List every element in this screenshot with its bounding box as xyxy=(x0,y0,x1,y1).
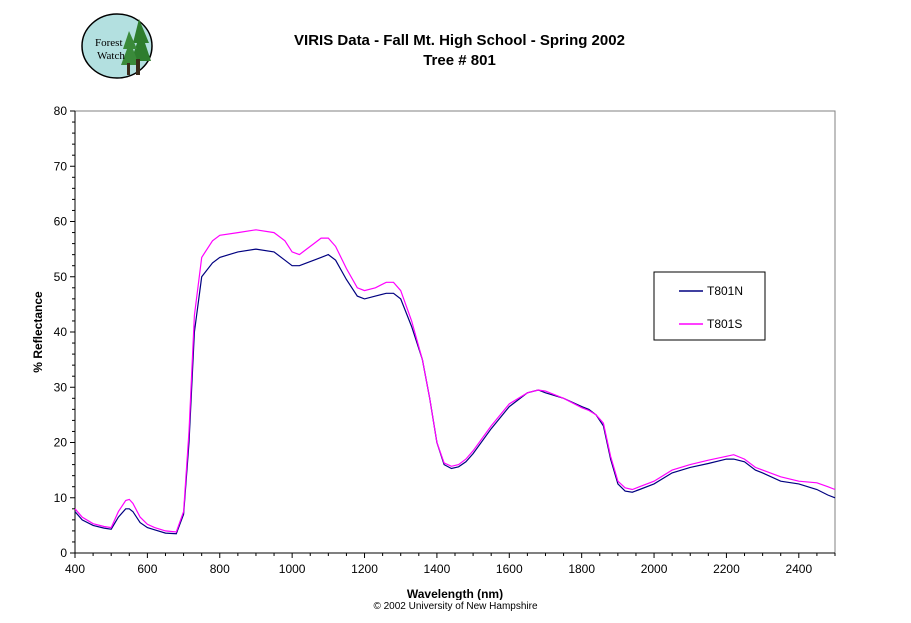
y-tick-label: 40 xyxy=(54,325,68,339)
series-line-t801n xyxy=(74,248,836,535)
spectral-line-chart: 0 10 20 30 40 50 60 70 80 400 600 800 1000 1200 1400 16… xyxy=(31,104,836,600)
forest-watch-logo: Forest Watch xyxy=(81,13,153,79)
x-tick-label: 600 xyxy=(137,562,157,576)
chart-subtitle: Tree # 801 xyxy=(423,52,496,69)
y-tick-label: 50 xyxy=(54,270,68,284)
copyright-notice: © 2002 University of New Hampshire xyxy=(373,601,538,612)
legend-label-t801n: T801N xyxy=(707,284,743,298)
y-tick-label: 10 xyxy=(54,491,68,505)
y-tick-label: 70 xyxy=(54,159,68,173)
x-tick-label: 400 xyxy=(65,562,85,576)
logo-text-line1: Forest xyxy=(95,37,123,49)
x-tick-label: 2000 xyxy=(641,562,668,576)
y-tick-label: 0 xyxy=(60,546,67,560)
x-tick-label: 1400 xyxy=(424,562,451,576)
legend-box xyxy=(653,271,766,341)
x-tick-label: 800 xyxy=(210,562,230,576)
series-line-t801s xyxy=(74,229,836,533)
y-axis-label: % Reflectance xyxy=(31,291,45,373)
x-tick-label: 1000 xyxy=(279,562,306,576)
y-tick-label: 60 xyxy=(54,215,68,229)
y-tick-label: 80 xyxy=(54,104,68,118)
x-tick-label: 2200 xyxy=(713,562,740,576)
x-tick-label: 1600 xyxy=(496,562,523,576)
logo-text-line2: Watch xyxy=(97,50,125,62)
chart-title: VIRIS Data - Fall Mt. High School - Spri… xyxy=(294,32,625,49)
x-axis-label: Wavelength (nm) xyxy=(407,587,503,600)
y-tick-label: 20 xyxy=(54,436,68,450)
legend: T801N T801S xyxy=(653,271,766,341)
legend-label-t801s: T801S xyxy=(707,317,742,331)
x-tick-label: 2400 xyxy=(785,562,812,576)
y-tick-label: 30 xyxy=(54,380,68,394)
x-tick-label: 1800 xyxy=(568,562,595,576)
x-tick-label: 1200 xyxy=(351,562,378,576)
